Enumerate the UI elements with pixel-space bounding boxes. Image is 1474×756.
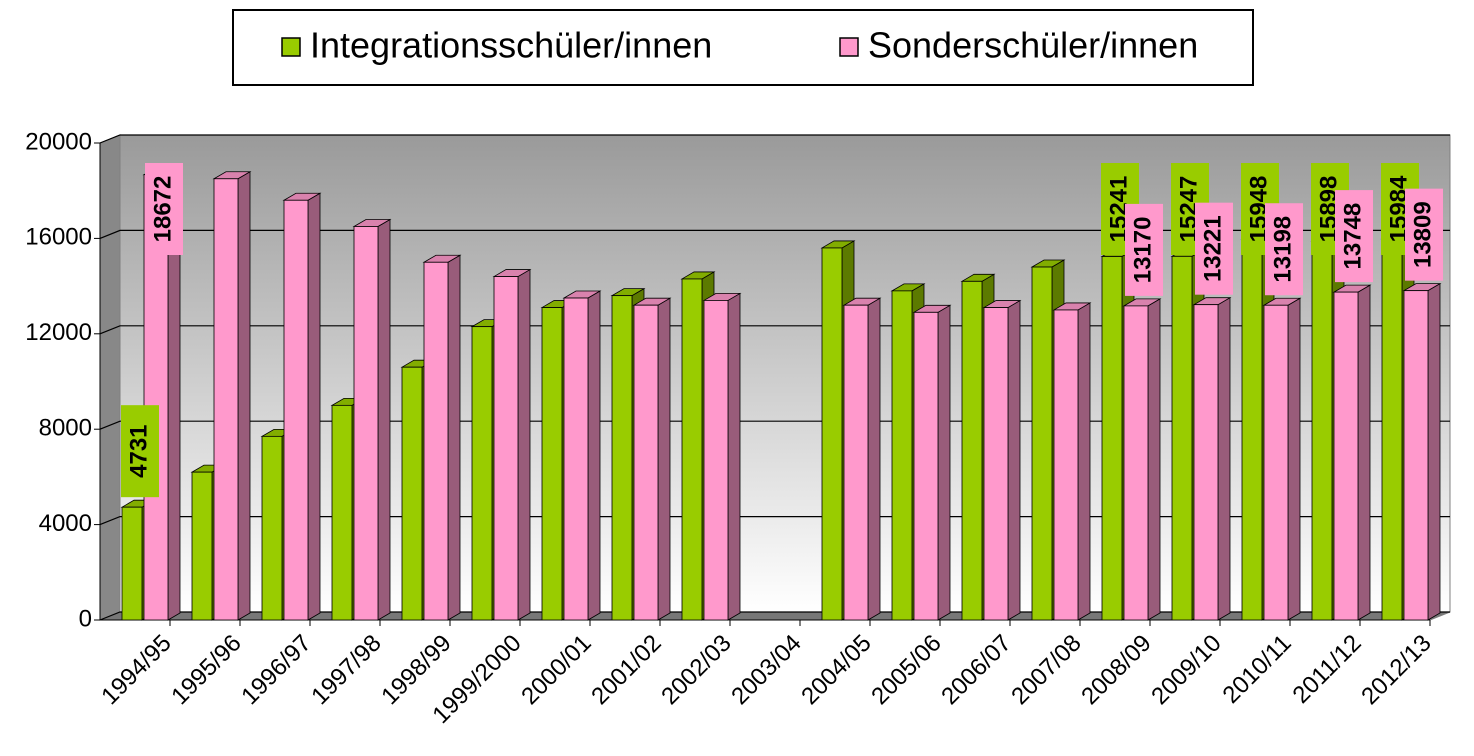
bar	[891, 290, 913, 621]
bar-side	[937, 304, 951, 621]
value-label-box	[121, 405, 159, 498]
bar	[261, 435, 283, 621]
legend-label: Integrationsschüler/innen	[310, 25, 712, 66]
value-label: 13748	[1339, 203, 1366, 270]
value-label: 13170	[1129, 217, 1156, 284]
bar	[213, 178, 239, 621]
x-tick-label: 2011/12	[1288, 630, 1367, 709]
grid-line	[99, 229, 1450, 239]
x-tick-label: 2002/03	[656, 630, 736, 710]
grid-line	[99, 134, 1450, 144]
bar-side	[1007, 299, 1021, 621]
y-tick-label: 20000	[25, 128, 92, 155]
x-tick-label: 2010/11	[1218, 630, 1297, 709]
value-label: 13809	[1409, 201, 1436, 268]
bar	[913, 311, 939, 621]
bar	[1381, 238, 1403, 621]
x-tick-label: 1995/96	[166, 630, 246, 710]
bar-side	[1077, 302, 1091, 621]
value-label: 4731	[125, 424, 152, 477]
value-label: 18672	[149, 176, 176, 243]
x-tick-label: 1996/97	[236, 630, 316, 710]
y-tick-label: 4000	[39, 510, 92, 537]
value-label-box	[1195, 202, 1233, 295]
bar-side	[1357, 284, 1371, 621]
bar	[703, 300, 729, 621]
x-tick-label: 2012/13	[1356, 630, 1436, 710]
bar	[493, 276, 519, 621]
bar	[331, 404, 353, 621]
bar	[283, 199, 309, 621]
bar	[191, 471, 213, 621]
x-tick-label: 2007/08	[1006, 630, 1086, 710]
bar	[633, 304, 659, 621]
bar	[681, 278, 703, 621]
legend-label: Sonderschüler/innen	[868, 25, 1198, 66]
y-tick-label: 12000	[25, 319, 92, 346]
y-tick-label: 16000	[25, 224, 92, 251]
legend-box	[232, 9, 1254, 86]
bar	[1031, 266, 1053, 621]
bar-side	[657, 297, 671, 621]
bar-side	[307, 192, 321, 621]
value-label-box	[1265, 203, 1303, 296]
side-wall	[99, 134, 121, 621]
x-tick-label: 2009/10	[1146, 630, 1226, 710]
bar-side	[1427, 282, 1441, 621]
bar	[471, 326, 493, 621]
x-tick-label: 2008/09	[1076, 630, 1156, 710]
bar	[423, 261, 449, 621]
bar	[541, 307, 563, 621]
bar	[1101, 256, 1123, 621]
bar-side	[237, 171, 251, 621]
bar-side	[587, 290, 601, 621]
bar-side	[867, 297, 881, 621]
bar-side	[727, 292, 741, 621]
bar	[983, 307, 1009, 621]
x-tick-label: 2005/06	[866, 630, 946, 710]
bar	[1053, 309, 1079, 621]
legend-swatch	[839, 37, 859, 57]
y-tick-label: 0	[79, 605, 92, 632]
bar	[121, 506, 143, 621]
bar	[1333, 291, 1359, 621]
bar	[1403, 290, 1429, 621]
y-tick-label: 8000	[39, 415, 92, 442]
bar	[821, 247, 843, 621]
bar	[401, 366, 423, 621]
x-tick-label: 2001/02	[586, 630, 666, 710]
bar	[611, 295, 633, 621]
bar-side	[377, 218, 391, 621]
bar	[353, 226, 379, 621]
bar-side	[1147, 298, 1161, 621]
x-tick-label: 1997/98	[306, 630, 386, 710]
value-label: 13221	[1199, 215, 1226, 282]
bar-side	[1217, 296, 1231, 621]
x-tick-label: 2000/01	[516, 630, 596, 710]
bar	[1123, 305, 1149, 621]
value-label-box	[1335, 190, 1373, 283]
bar	[1263, 304, 1289, 621]
x-tick-label: 1994/95	[96, 630, 176, 710]
bar-side	[1287, 297, 1301, 621]
bar	[1311, 240, 1333, 621]
bar	[1171, 255, 1193, 621]
x-tick-label: 2003/04	[726, 630, 806, 710]
bar	[843, 304, 869, 621]
value-label-box	[145, 163, 183, 255]
bar	[563, 297, 589, 621]
bar	[1241, 239, 1263, 621]
x-tick-label: 2006/07	[936, 630, 1016, 710]
bar	[1193, 304, 1219, 621]
bar	[961, 280, 983, 621]
value-label: 13198	[1269, 216, 1296, 283]
legend-swatch	[281, 37, 301, 57]
bar-side	[517, 268, 531, 621]
value-label-box	[1405, 188, 1443, 281]
x-tick-label: 2004/05	[796, 630, 876, 710]
value-label-box	[1125, 203, 1163, 296]
bar-side	[447, 254, 461, 621]
